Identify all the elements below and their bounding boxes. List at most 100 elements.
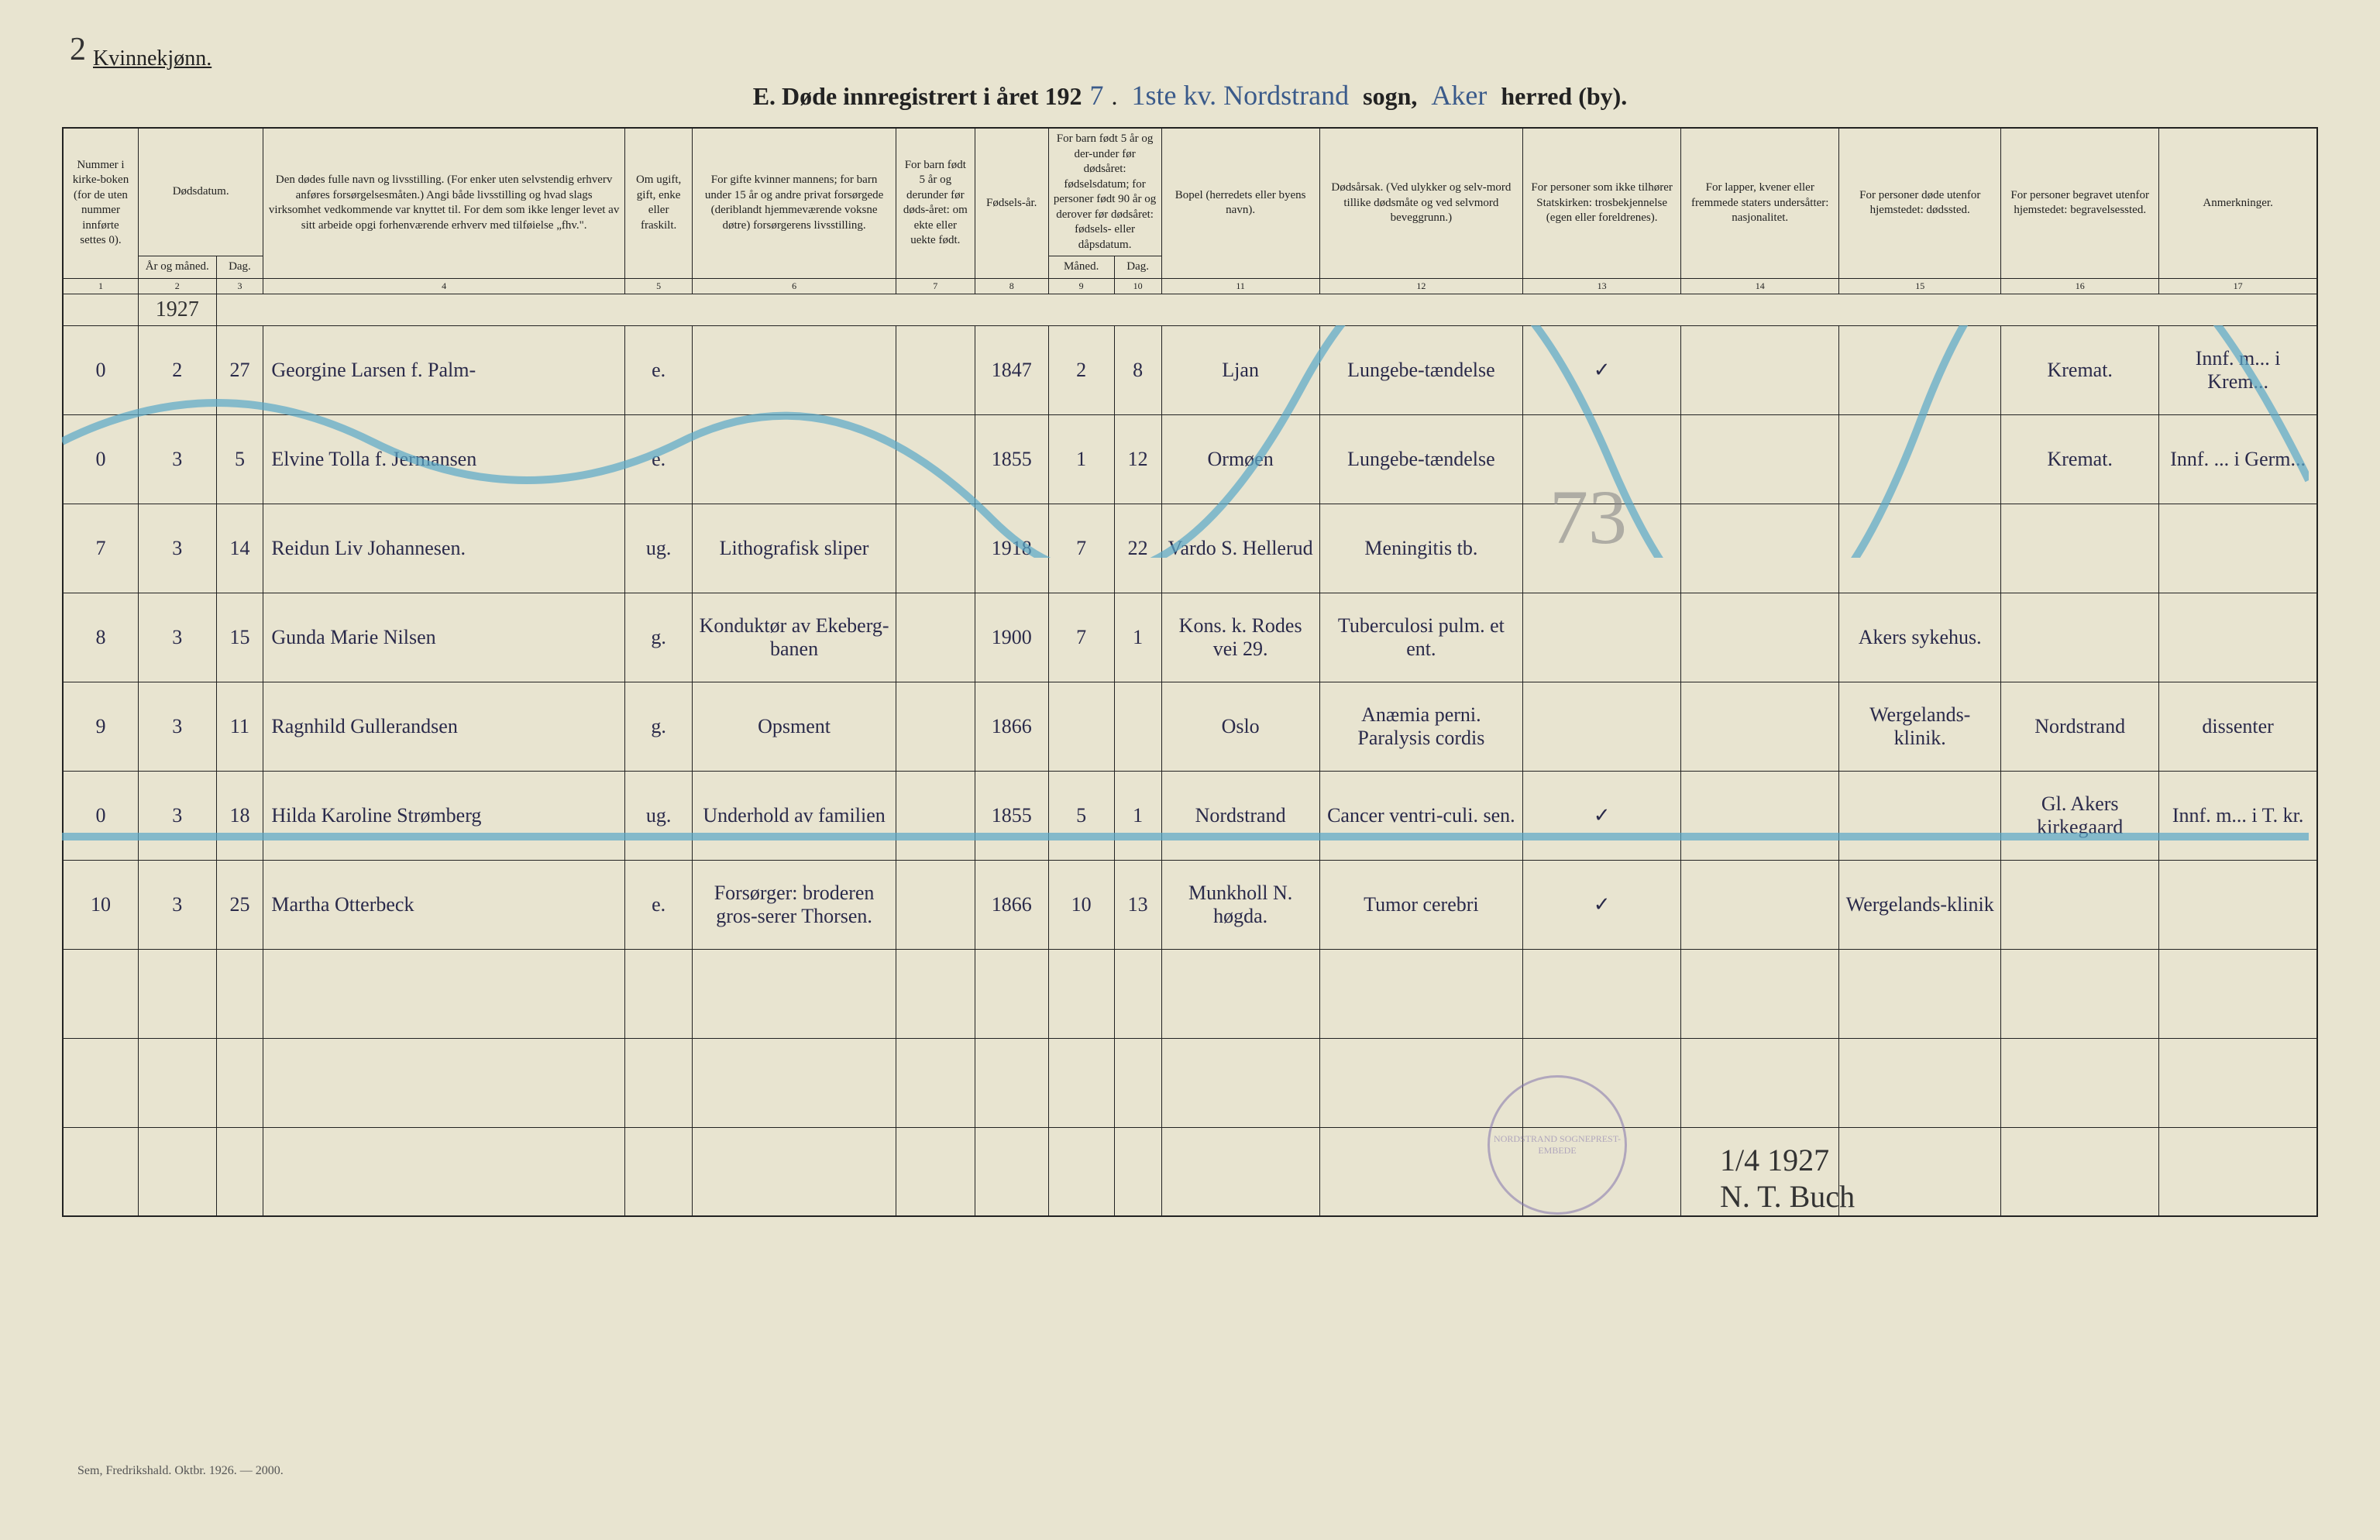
cell: Forsørger: broderen gros-serer Thorsen. xyxy=(693,860,896,949)
title-parish: 1ste kv. Nordstrand xyxy=(1124,80,1357,111)
empty-cell xyxy=(975,949,1048,1038)
empty-cell xyxy=(1319,1038,1522,1127)
empty-cell xyxy=(2159,1038,2317,1127)
empty-cell xyxy=(1048,1038,1114,1127)
cell xyxy=(1681,414,1839,504)
cell: Nordstrand xyxy=(2001,682,2159,771)
colnum: 4 xyxy=(263,278,625,294)
cell: Ljan xyxy=(1161,325,1319,414)
cell: Anæmia perni. Paralysis cordis xyxy=(1319,682,1522,771)
empty-cell xyxy=(975,1127,1048,1216)
empty-cell xyxy=(2001,949,2159,1038)
cell: Kremat. xyxy=(2001,325,2159,414)
cell: 1866 xyxy=(975,860,1048,949)
cell: 3 xyxy=(138,593,216,682)
cell: 5 xyxy=(216,414,263,504)
empty-cell xyxy=(1114,1038,1161,1127)
colnum: 2 xyxy=(138,278,216,294)
cell xyxy=(693,414,896,504)
cell xyxy=(1681,860,1839,949)
empty-cell xyxy=(693,949,896,1038)
empty-cell xyxy=(1114,1127,1161,1216)
title-prefix: E. Døde innregistrert i året 192 xyxy=(753,82,1082,110)
cell: 7 xyxy=(1048,593,1114,682)
cell xyxy=(2159,504,2317,593)
cell: ug. xyxy=(624,771,692,860)
col-ekte: For barn født 5 år og derunder før døds-… xyxy=(896,128,975,278)
empty-cell xyxy=(1161,1127,1319,1216)
empty-cell xyxy=(1681,1038,1839,1127)
empty-cell xyxy=(138,1038,216,1127)
cell: 1855 xyxy=(975,414,1048,504)
cell: 3 xyxy=(138,860,216,949)
col-aar-mnd: År og måned. xyxy=(138,256,216,279)
cell xyxy=(896,504,975,593)
empty-cell xyxy=(263,949,625,1038)
empty-cell xyxy=(263,1038,625,1127)
empty-cell xyxy=(1839,949,2001,1038)
cell: Konduktør av Ekeberg-banen xyxy=(693,593,896,682)
cell: 8 xyxy=(1114,325,1161,414)
cell: 25 xyxy=(216,860,263,949)
cell: 0 xyxy=(63,325,138,414)
signature-name: N. T. Buch xyxy=(1720,1178,1855,1215)
cell: Elvine Tolla f. Jermansen xyxy=(263,414,625,504)
col-nummer: Nummer i kirke-boken (for de uten nummer… xyxy=(63,128,138,278)
cell: 10 xyxy=(1048,860,1114,949)
cell: Meningitis tb. xyxy=(1319,504,1522,593)
cell: 11 xyxy=(216,682,263,771)
stamp-text: NORDSTRAND SOGNEPREST-EMBEDE xyxy=(1490,1133,1625,1157)
col-status: Om ugift, gift, enke eller fraskilt. xyxy=(624,128,692,278)
cell: 22 xyxy=(1114,504,1161,593)
empty-cell xyxy=(2159,949,2317,1038)
colnum: 6 xyxy=(693,278,896,294)
title-district: Aker xyxy=(1423,80,1494,111)
col-fodselsdatum: For barn født 5 år og der-under før døds… xyxy=(1048,128,1161,256)
col-forsorger: For gifte kvinner mannens; for barn unde… xyxy=(693,128,896,278)
printer-footer: Sem, Fredrikshald. Oktbr. 1926. — 2000. xyxy=(77,1464,284,1478)
colnum: 9 xyxy=(1048,278,1114,294)
col-dodssted: For personer døde utenfor hjemstedet: dø… xyxy=(1839,128,2001,278)
cell: Ormøen xyxy=(1161,414,1319,504)
cell: 5 xyxy=(1048,771,1114,860)
cell: 0 xyxy=(63,771,138,860)
col-bopel: Bopel (herredets eller byens navn). xyxy=(1161,128,1319,278)
cell xyxy=(2159,860,2317,949)
signature-block: 1/4 1927 N. T. Buch xyxy=(1720,1142,1855,1215)
cell: Tuberculosi pulm. et ent. xyxy=(1319,593,1522,682)
cell: e. xyxy=(624,860,692,949)
sogn-label: sogn, xyxy=(1363,82,1417,110)
death-register-table: Nummer i kirke-boken (for de uten nummer… xyxy=(62,127,2318,1217)
cell xyxy=(1523,414,1681,504)
cell xyxy=(693,325,896,414)
table-row: 035Elvine Tolla f. Jermansene.1855112Orm… xyxy=(63,414,2317,504)
year-row: 1927 xyxy=(63,294,2317,325)
cell xyxy=(1839,504,2001,593)
cell xyxy=(896,593,975,682)
cell: Gl. Akers kirkegaard xyxy=(2001,771,2159,860)
cell: Ragnhild Gullerandsen xyxy=(263,682,625,771)
signature-date: 1/4 1927 xyxy=(1720,1142,1855,1178)
empty-cell xyxy=(1161,1038,1319,1127)
colnum: 14 xyxy=(1681,278,1839,294)
colnum: 10 xyxy=(1114,278,1161,294)
table-row: 10 325Martha Otterbecke.Forsørger: broder… xyxy=(63,860,2317,949)
empty-cell xyxy=(63,949,138,1038)
table-row: 7314Reidun Liv Johannesen.ug.Lithografis… xyxy=(63,504,2317,593)
cell: Martha Otterbeck xyxy=(263,860,625,949)
cell: 1866 xyxy=(975,682,1048,771)
table-row: 9311Ragnhild Gullerandseng.Opsment1866Os… xyxy=(63,682,2317,771)
cell xyxy=(1048,682,1114,771)
cell xyxy=(1681,504,1839,593)
cell xyxy=(1839,414,2001,504)
cell: 9 xyxy=(63,682,138,771)
col-nasj: For lapper, kvener eller fremmede stater… xyxy=(1681,128,1839,278)
cell: ✓ xyxy=(1523,325,1681,414)
cell: 3 xyxy=(138,682,216,771)
cell: e. xyxy=(624,325,692,414)
cell: Kremat. xyxy=(2001,414,2159,504)
cell xyxy=(1523,682,1681,771)
cell: 2 xyxy=(1048,325,1114,414)
cell: 7 xyxy=(1048,504,1114,593)
cell xyxy=(896,682,975,771)
